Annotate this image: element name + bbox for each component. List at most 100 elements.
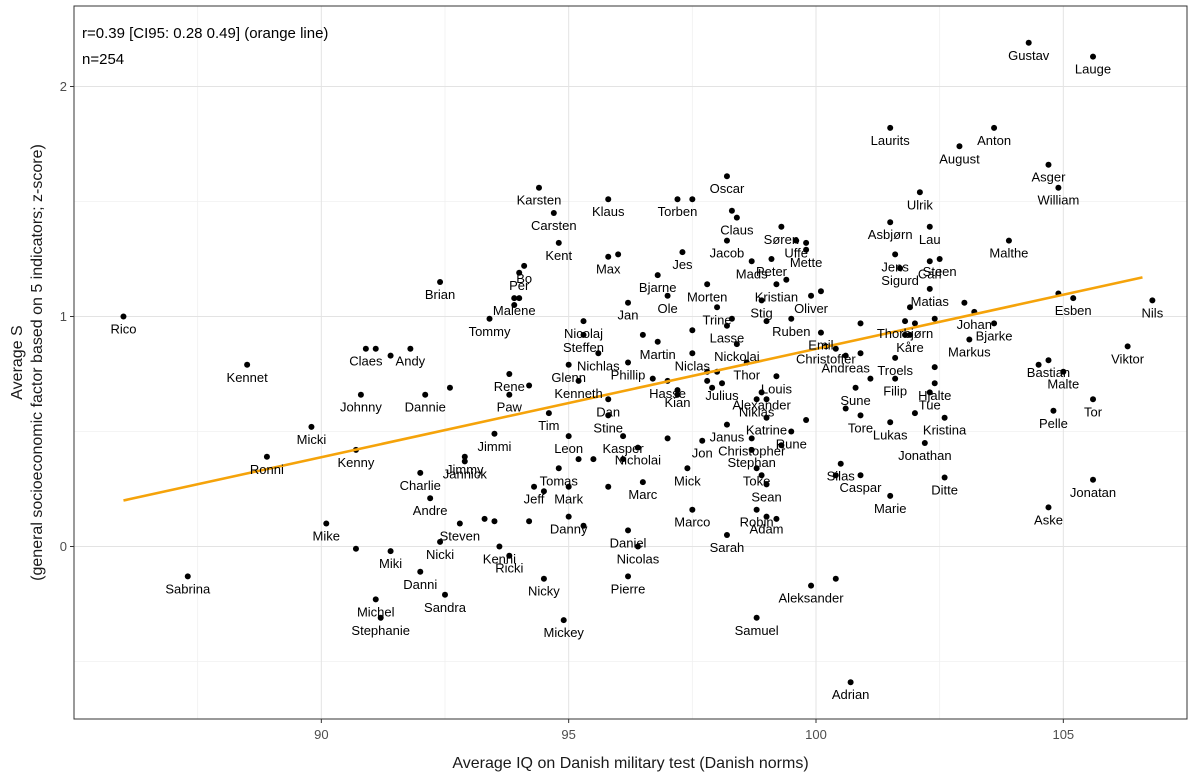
- point-label: Carl: [918, 266, 942, 281]
- data-point: [1025, 39, 1032, 46]
- point-label: Pierre: [611, 581, 646, 596]
- point-label: Uffe: [784, 246, 808, 261]
- point-label: Martin: [640, 347, 676, 362]
- data-point: [926, 389, 933, 396]
- point-label: Aske: [1034, 512, 1063, 527]
- point-label: Tore: [848, 420, 873, 435]
- point-label: Sarah: [710, 540, 745, 555]
- point-label: Max: [596, 262, 621, 277]
- point-label: Nicki: [426, 547, 454, 562]
- point-label: Paw: [497, 400, 523, 415]
- point-label: Daniel: [610, 535, 647, 550]
- minor-gridlines: [74, 6, 1188, 719]
- data-point: [620, 433, 627, 440]
- data-point: [748, 446, 755, 453]
- data-point: [377, 614, 384, 621]
- data-point: [788, 315, 795, 322]
- point-label: Tomas: [540, 473, 579, 488]
- point-label: Rune: [776, 437, 807, 452]
- data-point: [323, 520, 330, 527]
- point-label: Adrian: [832, 687, 870, 702]
- data-point: [535, 184, 542, 191]
- data-point: [372, 345, 379, 352]
- regression-line: [123, 276, 1143, 502]
- data-point: [966, 336, 973, 343]
- data-point: [709, 384, 716, 391]
- data-point: [362, 345, 369, 352]
- point-label: Lau: [919, 232, 941, 247]
- point-label: Dan: [596, 404, 620, 419]
- data-point: [892, 251, 899, 258]
- point-label: Sandra: [424, 600, 467, 615]
- point-label: Asger: [1032, 170, 1067, 185]
- point-label: Nicolas: [617, 552, 660, 567]
- data-point: [1149, 297, 1156, 304]
- point-label: Christoffer: [796, 351, 856, 366]
- data-point: [842, 352, 849, 359]
- data-point: [674, 391, 681, 398]
- point-label: Ruben: [772, 324, 810, 339]
- data-point: [575, 456, 582, 463]
- point-label: Nils: [1142, 305, 1164, 320]
- data-point: [704, 377, 711, 384]
- data-point: [832, 472, 839, 479]
- data-point: [674, 196, 681, 203]
- point-label: Asbjørn: [868, 227, 913, 242]
- point-label: Ole: [657, 301, 677, 316]
- data-point: [857, 472, 864, 479]
- point-label: Mickey: [543, 625, 584, 640]
- data-point: [496, 543, 503, 550]
- point-label: Andre: [413, 503, 448, 518]
- point-label: Phillip: [611, 368, 646, 383]
- data-point: [847, 679, 854, 686]
- data-point: [244, 361, 251, 368]
- data-point: [639, 479, 646, 486]
- data-point: [625, 527, 632, 534]
- data-point: [763, 396, 770, 403]
- point-labels: Rico Sabrina Kennet Ronni Micki Mike Johnny Ken…: [110, 48, 1163, 702]
- data-point: [852, 384, 859, 391]
- data-point: [442, 591, 448, 598]
- data-point: [931, 315, 938, 322]
- point-label: Nichlas: [577, 358, 620, 373]
- point-label: Sabrina: [165, 581, 211, 596]
- data-point: [555, 465, 562, 472]
- data-point: [723, 421, 730, 428]
- data-point: [956, 143, 963, 150]
- data-point: [719, 380, 726, 387]
- point-label: Trine: [702, 312, 731, 327]
- point-label: Jonathan: [898, 448, 952, 463]
- point-label: Steven: [440, 529, 480, 544]
- data-point: [753, 614, 760, 621]
- data-point: [605, 253, 612, 260]
- point-label: Lauge: [1075, 62, 1111, 77]
- data-point: [906, 304, 913, 311]
- data-point: [753, 396, 760, 403]
- point-label: Thor: [733, 368, 760, 383]
- point-label: Kennet: [227, 370, 269, 385]
- data-point: [456, 520, 463, 527]
- point-label: Jeff: [524, 492, 545, 507]
- data-point: [560, 617, 567, 624]
- data-point: [506, 391, 513, 398]
- data-point: [817, 329, 824, 336]
- data-point: [689, 327, 696, 334]
- data-point: [911, 410, 918, 417]
- point-label: Rene: [494, 379, 525, 394]
- point-label: Silas: [827, 469, 856, 484]
- data-point: [857, 320, 864, 327]
- data-point: [892, 375, 899, 382]
- data-point: [649, 375, 656, 382]
- data-point: [832, 345, 839, 352]
- data-point: [565, 513, 572, 520]
- data-point: [531, 483, 538, 490]
- point-label: Kenneth: [554, 386, 602, 401]
- data-point: [1090, 396, 1097, 403]
- data-point: [491, 518, 498, 525]
- point-label: Oscar: [710, 181, 745, 196]
- data-point: [991, 320, 998, 327]
- point-label: Kristian: [755, 289, 798, 304]
- data-point: [916, 189, 923, 196]
- data-point: [615, 251, 622, 258]
